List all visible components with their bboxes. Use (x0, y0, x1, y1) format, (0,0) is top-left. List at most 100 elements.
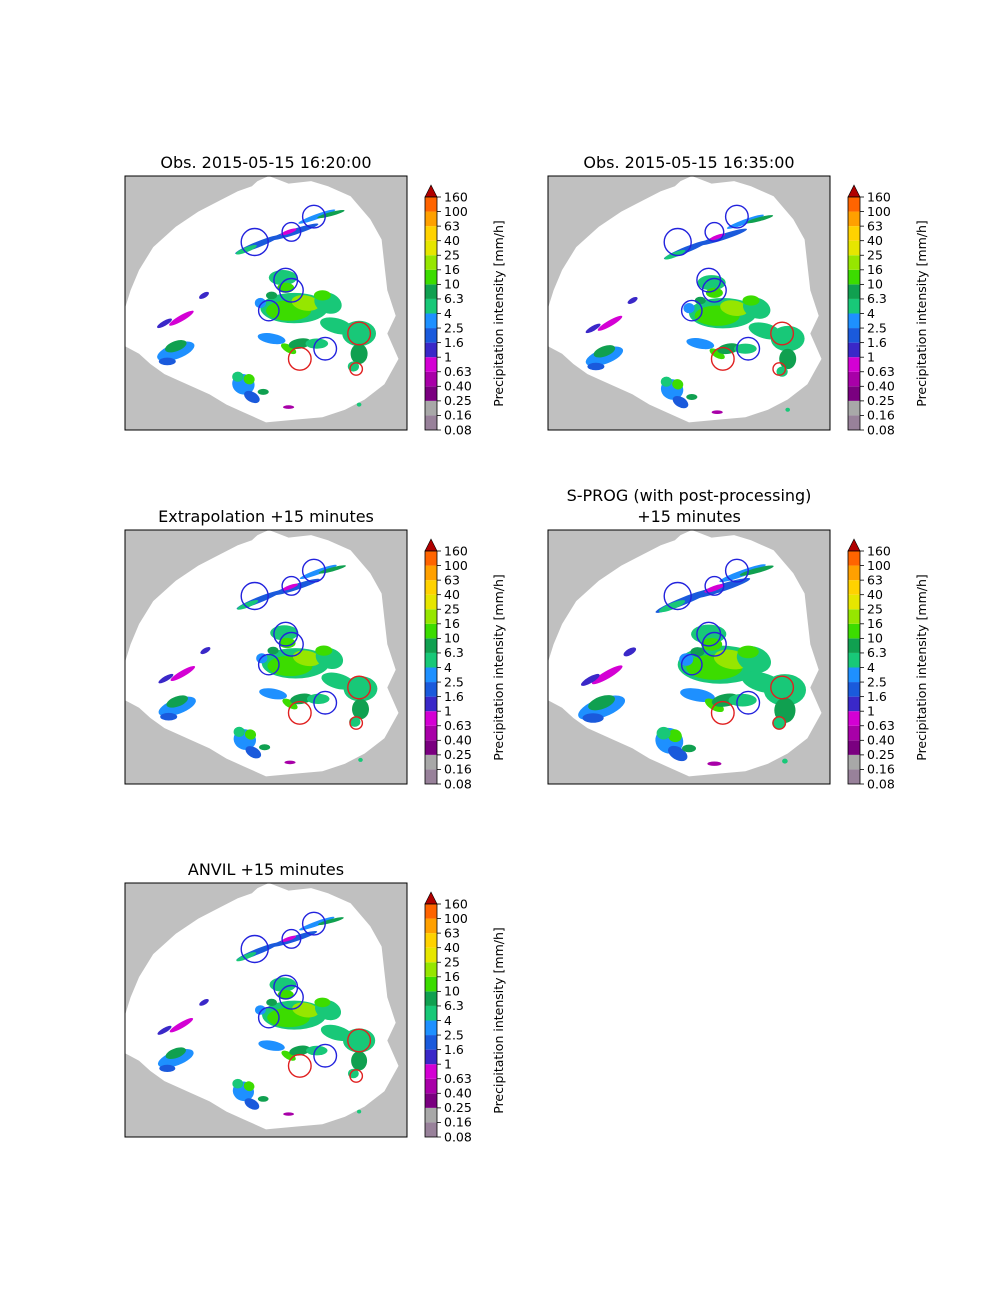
colorbar-bin (848, 386, 860, 401)
colorbar-label: Precipitation intensity [mm/h] (491, 927, 506, 1114)
axes-frame (124, 882, 408, 1138)
colorbar-bin (848, 284, 860, 299)
colorbar-bin (848, 711, 860, 726)
highlight-circle-blue (301, 204, 326, 229)
colorbar-bin (425, 371, 437, 387)
colorbar-tick-label: 0.25 (867, 747, 895, 762)
colorbar-tick-label: 0.25 (867, 393, 895, 408)
colorbar-tick-label: 2.5 (867, 320, 887, 335)
colorbar-tick-label: 0.40 (444, 379, 472, 394)
colorbar-tick-label: 16 (867, 262, 883, 277)
colorbar-bin (425, 667, 437, 683)
highlight-circle-red (770, 675, 795, 700)
precip-echo (243, 1081, 255, 1092)
panel-title: S-PROG (with post-processing) (567, 486, 812, 505)
highlight-circle-red (772, 716, 787, 730)
colorbar-tick-label: 160 (867, 543, 891, 558)
highlight-circle-blue (240, 227, 269, 257)
precip-echo (660, 376, 672, 387)
highlight-circle-blue (257, 1006, 280, 1029)
precip-echo (236, 952, 257, 962)
colorbar-extend-arrow (424, 891, 438, 905)
colorbar-tick-label: 0.16 (444, 762, 472, 777)
highlight-circle-blue (257, 653, 280, 676)
colorbar-tick-label: 0.40 (444, 733, 472, 748)
highlight-circle-blue (281, 928, 302, 949)
precip-echo (728, 693, 757, 707)
highlight-circle-blue (680, 653, 703, 676)
precip-echo (726, 214, 764, 229)
colorbar-tick-label: 0.16 (867, 408, 895, 423)
precip-echo (169, 1018, 194, 1033)
colorbar-tick-label: 4 (867, 306, 875, 321)
colorbar-bin (848, 269, 860, 285)
colorbar-tick-label: 0.08 (867, 422, 895, 437)
precip-echo (358, 757, 363, 762)
colorbar: 0.080.160.250.400.6311.62.546.3101625406… (424, 184, 506, 437)
colorbar-bin (425, 991, 437, 1006)
colorbar-bin (425, 962, 437, 977)
precip-echo (772, 716, 787, 730)
colorbar-tick-label: 6.3 (444, 291, 464, 306)
colorbar-bin (425, 1093, 437, 1108)
colorbar-tick-label: 0.16 (444, 1115, 472, 1130)
colorbar-bin (848, 652, 860, 668)
precip-echo (587, 362, 605, 371)
colorbar-extend-arrow (847, 538, 861, 552)
precip-echo (245, 746, 262, 759)
colorbar-bin (848, 298, 860, 314)
precip-echo (686, 338, 715, 350)
panel-title: ANVIL +15 minutes (188, 860, 344, 879)
colorbar-bin (425, 947, 437, 963)
colorbar-tick-label: 4 (444, 1013, 452, 1028)
colorbar-tick-label: 0.25 (444, 747, 472, 762)
precip-echo (709, 348, 725, 360)
precip-echo (720, 300, 749, 316)
colorbar-tick-label: 1 (867, 703, 875, 718)
precip-echo (299, 916, 335, 931)
precip-echo (254, 297, 266, 309)
highlight-circle-blue (240, 934, 269, 964)
precip-echo (233, 726, 245, 737)
radar-panel: Extrapolation +15 minutes (124, 507, 408, 785)
highlight-circle-blue (736, 336, 761, 361)
precip-echo (270, 625, 299, 641)
radar-panel: Obs. 2015-05-15 16:35:00 (547, 153, 831, 431)
radar-panel: ANVIL +15 minutes (124, 860, 408, 1138)
colorbar-tick-label: 4 (867, 660, 875, 675)
colorbar-tick-label: 63 (867, 218, 883, 233)
colorbar-tick-label: 0.63 (444, 364, 472, 379)
precip-echo (709, 233, 726, 241)
precip-echo (305, 338, 329, 349)
colorbar-tick-label: 6.3 (867, 645, 887, 660)
colorbar-tick-label: 2.5 (444, 1027, 464, 1042)
colorbar-tick-label: 2.5 (444, 320, 464, 335)
precip-echo (623, 647, 637, 657)
highlight-circle-blue (704, 221, 725, 242)
precip-echo (357, 1109, 362, 1114)
colorbar-bin (848, 240, 860, 256)
colorbar-bin (425, 1064, 437, 1079)
colorbar-bin (425, 696, 437, 712)
colorbar-label: Precipitation intensity [mm/h] (491, 574, 506, 761)
colorbar-bin (848, 551, 860, 566)
colorbar-tick-label: 25 (867, 248, 883, 263)
colorbar-tick-label: 160 (444, 896, 468, 911)
highlight-circle-blue (313, 690, 338, 715)
highlight-circle-blue (257, 299, 280, 322)
colorbar-bin (848, 415, 860, 430)
colorbar-bin (425, 1107, 437, 1123)
colorbar-bin (848, 226, 860, 241)
precip-echo (314, 997, 331, 1008)
precip-echo (243, 374, 255, 385)
axes-frame (124, 175, 408, 431)
colorbar-tick-label: 4 (444, 306, 452, 321)
precip-echo (779, 348, 797, 370)
precip-echo (244, 729, 257, 740)
colorbar-bin (425, 1049, 437, 1065)
colorbar-tick-label: 100 (444, 911, 468, 926)
colorbar-bin (848, 638, 860, 653)
precip-echo (351, 1051, 368, 1071)
highlight-circle-blue (313, 336, 338, 361)
precip-echo (680, 688, 715, 703)
